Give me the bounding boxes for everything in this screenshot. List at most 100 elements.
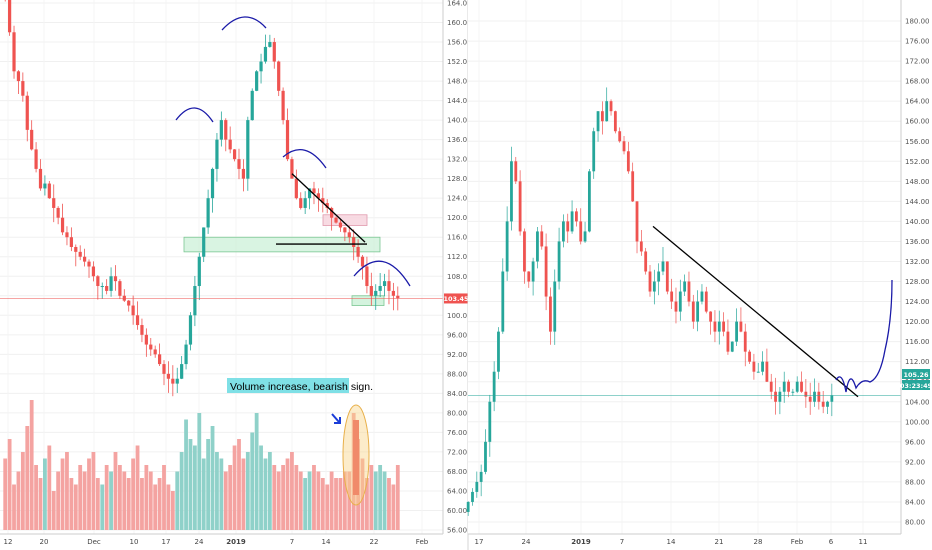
left-volume-bar <box>290 452 294 530</box>
right-candle <box>596 111 600 132</box>
left-volume-bar <box>153 484 158 530</box>
left-price-tick: 76.00 <box>447 429 467 437</box>
left-candle <box>325 203 329 208</box>
left-volume-bar <box>104 465 109 530</box>
left-candle <box>219 120 223 140</box>
right-candle <box>479 471 483 482</box>
right-candle <box>813 391 816 402</box>
left-candle <box>237 159 241 169</box>
right-candle <box>592 131 596 172</box>
left-candle <box>356 246 360 257</box>
right-candle <box>787 381 790 392</box>
left-volume-bar <box>34 465 38 530</box>
left-price-tick: 96.00 <box>447 331 467 339</box>
right-price-tick: 136.00 <box>905 238 930 246</box>
left-price-tick: 72.00 <box>447 448 467 456</box>
pattern-arc <box>282 148 327 169</box>
left-volume-bar <box>73 484 78 530</box>
left-volume-bar <box>382 471 387 530</box>
right-price-tick: 172.00 <box>905 58 930 66</box>
right-price-tick: 140.00 <box>905 218 930 226</box>
left-candle <box>140 325 144 335</box>
right-candle <box>527 271 531 282</box>
left-candle <box>246 120 250 179</box>
right-candle <box>536 231 539 262</box>
left-candle <box>91 266 96 277</box>
left-volume-bar <box>16 471 21 530</box>
right-drawings <box>468 225 901 398</box>
left-price-tick: 108.00 <box>447 273 472 281</box>
left-volume-bar <box>175 471 180 530</box>
right-candle <box>570 211 574 232</box>
left-candle <box>43 183 47 189</box>
left-volume-bar <box>237 439 241 530</box>
right-chart[interactable]: 180.00 176.00 172.00 168.00 164.00 160.00 156.… <box>466 0 932 546</box>
left-volume-bar <box>109 471 113 530</box>
left-volume-bar <box>91 452 96 530</box>
left-candle <box>113 276 118 282</box>
left-candle <box>157 354 162 365</box>
left-candle <box>378 286 382 291</box>
left-price-tick: 84.00 <box>447 390 467 398</box>
right-candle <box>471 491 474 502</box>
right-price-tick: 80.00 <box>905 518 925 526</box>
left-candle <box>153 349 157 355</box>
right-price-tick: 92.00 <box>905 458 925 466</box>
left-time-tick: Feb <box>416 538 429 546</box>
left-price-tick: 160.00 <box>447 19 472 27</box>
left-volume-bar <box>122 471 127 530</box>
left-chart[interactable]: 164.00 160.00 156.00 152.00 148.00 144.00 140.… <box>0 0 472 546</box>
volume-note-bg <box>227 378 349 393</box>
left-time-tick: 12 <box>4 538 13 546</box>
right-price-tick: 116.00 <box>905 338 930 346</box>
left-price-tick: 92.00 <box>447 351 467 359</box>
right-candle <box>622 141 626 152</box>
left-price-tick: 144.00 <box>447 97 472 105</box>
left-price-tick: 156.00 <box>447 39 472 47</box>
left-price-tick: 120.00 <box>447 214 472 222</box>
left-time-axis: 12 20 Dec 10 17 24 2019 7 14 22 Feb <box>4 538 429 546</box>
left-candle <box>197 256 201 287</box>
right-candle <box>735 321 738 342</box>
left-candle <box>12 32 16 72</box>
left-candle <box>360 256 365 267</box>
right-trend-line <box>652 225 859 398</box>
left-volume-bar <box>307 471 312 530</box>
left-volume-bar <box>7 439 12 530</box>
right-time-tick: 17 <box>475 538 484 546</box>
left-time-tick: 7 <box>290 538 294 546</box>
left-candle <box>38 168 43 189</box>
left-volume-bar <box>228 465 233 530</box>
left-volume-bar <box>210 426 215 530</box>
left-price-tick: 68.00 <box>447 468 467 476</box>
left-price-tick: 100.00 <box>447 312 472 320</box>
left-candle <box>224 120 228 140</box>
left-volume-bar <box>43 458 47 530</box>
small-support-zone <box>351 295 385 306</box>
right-candle <box>583 231 587 242</box>
left-volume-bar <box>131 458 136 530</box>
left-candle <box>100 286 104 288</box>
left-candle <box>131 305 135 316</box>
left-volume-bar <box>267 452 272 530</box>
right-price-tick: 164.00 <box>905 98 930 106</box>
right-countdown-label: 03:23:49 <box>900 382 932 390</box>
right-candle <box>808 396 812 402</box>
left-candle <box>87 261 91 267</box>
right-candle <box>800 381 803 392</box>
left-volume-bar <box>47 445 52 530</box>
left-volume-bar <box>20 452 25 530</box>
left-volume-bar <box>272 465 277 530</box>
right-candle <box>756 371 760 373</box>
left-time-tick: 20 <box>40 538 49 546</box>
left-candle <box>34 149 38 169</box>
left-candle <box>215 139 219 169</box>
right-candle <box>549 296 552 332</box>
left-candle <box>228 139 232 150</box>
left-time-tick: 24 <box>195 538 204 546</box>
right-time-tick: 11 <box>859 538 868 546</box>
right-price-tick: 152.00 <box>905 158 930 166</box>
right-candle <box>830 395 834 402</box>
left-candle <box>184 344 188 365</box>
left-volume-bar <box>325 484 330 530</box>
